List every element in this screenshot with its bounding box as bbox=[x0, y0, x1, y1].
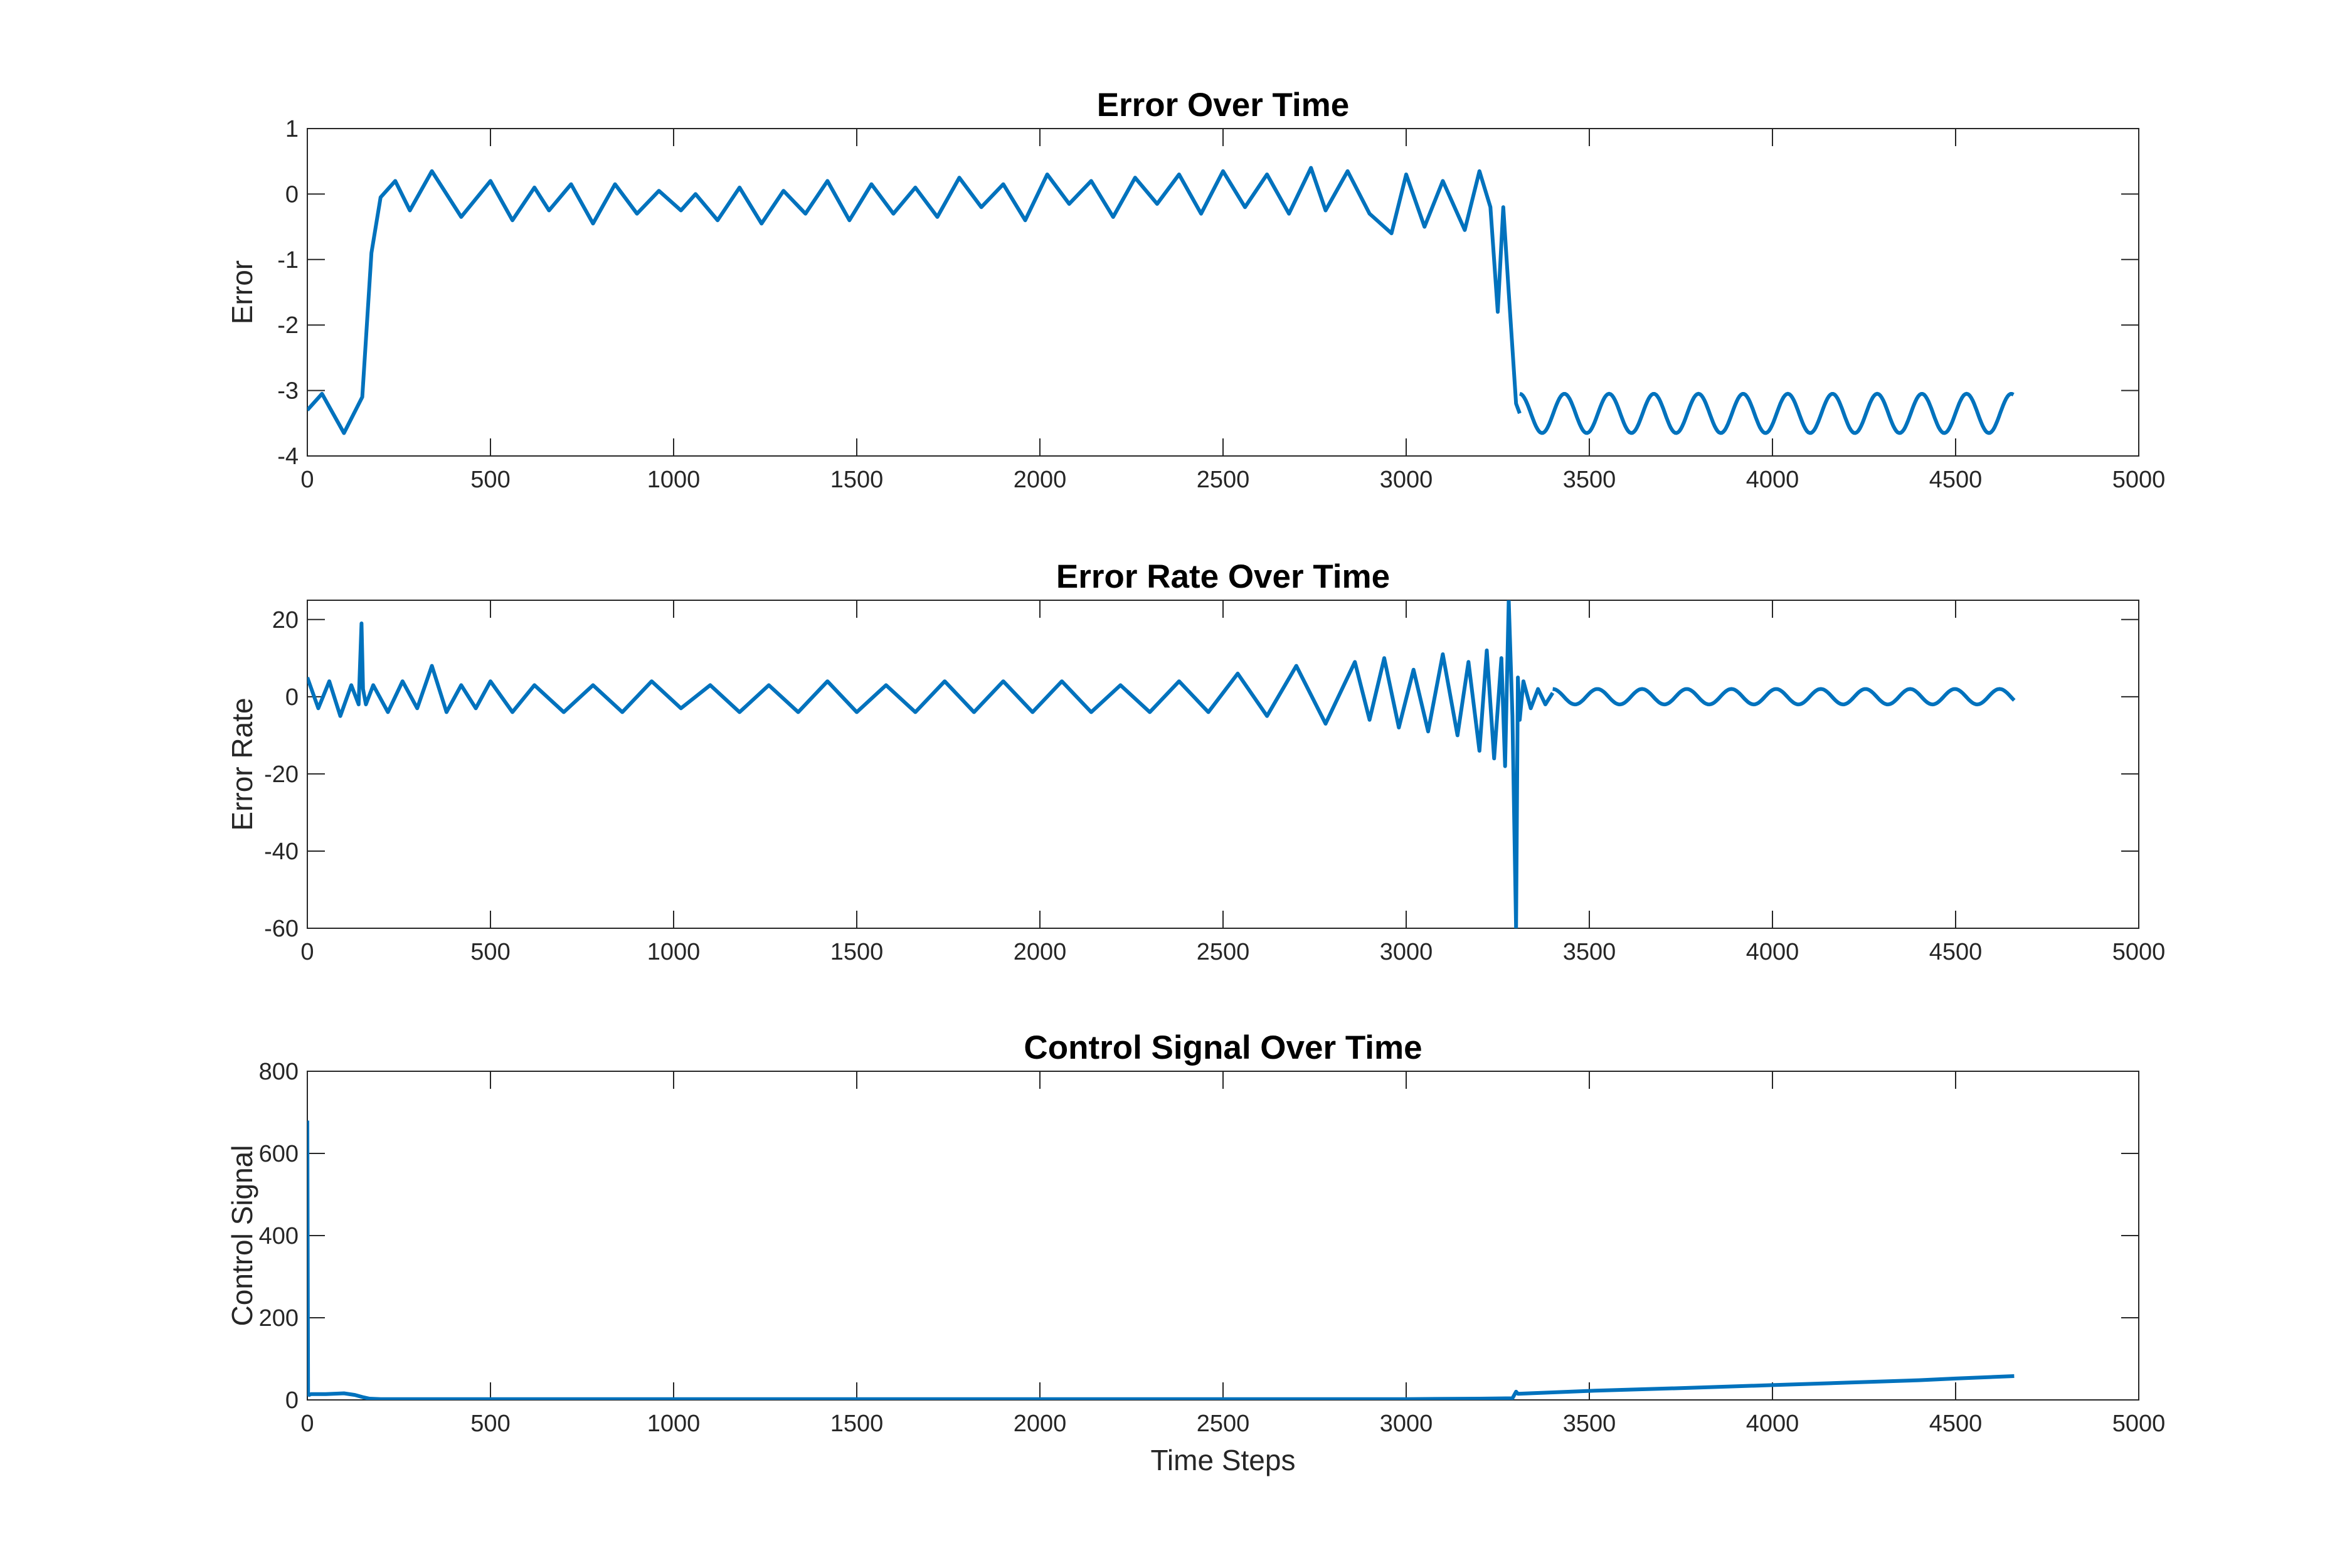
x-tick-label: 2500 bbox=[1197, 939, 1250, 965]
x-tick-label: 5000 bbox=[2112, 939, 2166, 965]
y-axis-label: Error Rate bbox=[226, 697, 258, 830]
x-tick-label: 1000 bbox=[647, 939, 701, 965]
x-tick-label: 2500 bbox=[1197, 1411, 1250, 1437]
x-tick-label: 500 bbox=[470, 939, 510, 965]
chart-title: Error Over Time bbox=[1097, 87, 1350, 124]
x-tick-label: 2000 bbox=[1014, 467, 1067, 493]
y-axis-label: Control Signal bbox=[226, 1145, 258, 1327]
x-tick-label: 4000 bbox=[1746, 467, 1799, 493]
x-tick-label: 5000 bbox=[2112, 1411, 2166, 1437]
y-tick-label: 600 bbox=[259, 1141, 299, 1167]
y-tick-label: -4 bbox=[277, 443, 299, 470]
x-tick-label: 2000 bbox=[1014, 939, 1067, 965]
x-tick-label: 4000 bbox=[1746, 939, 1799, 965]
y-tick-label: -20 bbox=[264, 761, 299, 788]
y-tick-label: 20 bbox=[272, 607, 299, 633]
data-series-line-1 bbox=[1552, 687, 2016, 707]
x-tick-label: 500 bbox=[470, 1411, 510, 1437]
x-tick-label: 4500 bbox=[1929, 467, 1983, 493]
y-tick-label: 400 bbox=[259, 1223, 299, 1249]
y-tick-label: -1 bbox=[277, 247, 299, 273]
data-series-line-0 bbox=[307, 166, 1522, 435]
x-tick-label: 0 bbox=[300, 467, 314, 493]
x-tick-label: 3000 bbox=[1380, 1411, 1433, 1437]
x-tick-label: 0 bbox=[300, 1411, 314, 1437]
x-tick-label: 4500 bbox=[1929, 1411, 1983, 1437]
data-series-line-0 bbox=[307, 600, 1555, 928]
x-tick-label: 1500 bbox=[830, 467, 884, 493]
x-tick-label: 5000 bbox=[2112, 467, 2166, 493]
error-rate-over-time-plot: 0 500 1000 1500 2000 2500 3000 3500 4000 4500 5000… bbox=[226, 558, 2165, 965]
data-series-line-1 bbox=[1519, 391, 2015, 435]
control-signal-over-time-plot: 0 500 1000 1500 2000 2500 3000 3500 4000 4500 5000… bbox=[226, 1029, 2165, 1476]
x-tick-label: 3000 bbox=[1380, 939, 1433, 965]
y-tick-label: 1 bbox=[285, 116, 299, 142]
x-tick-label: 500 bbox=[470, 467, 510, 493]
y-axis-label: Error bbox=[226, 260, 258, 324]
y-tick-label: 800 bbox=[259, 1059, 299, 1085]
x-tick-label: 4000 bbox=[1746, 1411, 1799, 1437]
x-tick-label: 3500 bbox=[1563, 1411, 1616, 1437]
y-tick-label: 0 bbox=[285, 684, 299, 711]
x-tick-label: 1000 bbox=[647, 1411, 701, 1437]
x-tick-label: 3500 bbox=[1563, 467, 1616, 493]
data-series-line-0 bbox=[307, 1120, 2015, 1400]
chart-title: Control Signal Over Time bbox=[1024, 1029, 1422, 1066]
x-tick-label: 3500 bbox=[1563, 939, 1616, 965]
y-tick-label: 200 bbox=[259, 1305, 299, 1332]
y-tick-label: -60 bbox=[264, 916, 299, 942]
x-tick-label: 3000 bbox=[1380, 467, 1433, 493]
y-tick-label: 0 bbox=[285, 181, 299, 208]
axes-frame bbox=[307, 1071, 2139, 1401]
axes-frame bbox=[307, 128, 2139, 457]
x-tick-label: 4500 bbox=[1929, 939, 1983, 965]
error-over-time-plot: 0 500 1000 1500 2000 2500 3000 3500 4000 4500 5000… bbox=[226, 87, 2165, 493]
y-tick-label: -2 bbox=[277, 312, 299, 339]
x-tick-label: 1500 bbox=[830, 939, 884, 965]
y-tick-label: -3 bbox=[277, 378, 299, 405]
y-tick-label: -40 bbox=[264, 839, 299, 865]
x-tick-label: 2500 bbox=[1197, 467, 1250, 493]
x-tick-label: 0 bbox=[300, 939, 314, 965]
x-tick-label: 1000 bbox=[647, 467, 701, 493]
x-tick-label: 1500 bbox=[830, 1411, 884, 1437]
x-axis-label: Time Steps bbox=[1151, 1444, 1296, 1476]
axes-frame bbox=[307, 600, 2139, 929]
y-tick-label: 0 bbox=[285, 1387, 299, 1414]
chart-title: Error Rate Over Time bbox=[1056, 558, 1390, 595]
x-tick-label: 2000 bbox=[1014, 1411, 1067, 1437]
